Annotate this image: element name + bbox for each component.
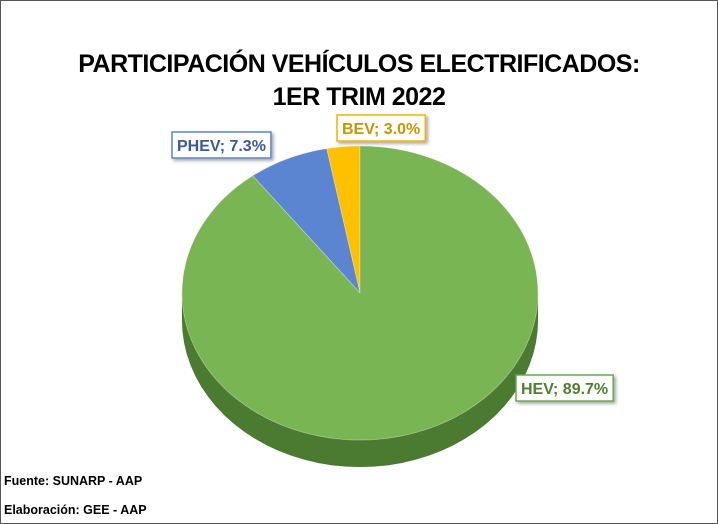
author-note: Elaboración: GEE - AAP bbox=[4, 503, 147, 517]
pie-slice-bev bbox=[326, 145, 361, 294]
chart-title-line-2: 1ER TRIM 2022 bbox=[272, 83, 446, 111]
pie-slices bbox=[181, 145, 539, 441]
data-label-box-bev bbox=[336, 114, 427, 142]
chart-title: PARTICIPACIÓN VEHÍCULOS ELECTRIFICADOS: … bbox=[0, 48, 718, 114]
data-label-text-hev: HEV; 89.7% bbox=[521, 381, 608, 398]
data-label-box-phev bbox=[171, 131, 272, 159]
data-label-text-phev: PHEV; 7.3% bbox=[177, 138, 266, 155]
data-label-phev: PHEV; 7.3% bbox=[171, 131, 272, 159]
data-label-bev: BEV; 3.0% bbox=[336, 114, 427, 142]
pie-slice-hev bbox=[181, 145, 539, 441]
chart-title-line-1: PARTICIPACIÓN VEHÍCULOS ELECTRIFICADOS: bbox=[78, 50, 640, 78]
source-note: Fuente: SUNARP - AAP bbox=[4, 474, 143, 488]
data-label-box-hev bbox=[515, 374, 614, 402]
data-label-hev: HEV; 89.7% bbox=[515, 374, 614, 402]
data-label-text-bev: BEV; 3.0% bbox=[342, 121, 420, 138]
pie-slice-phev bbox=[252, 148, 361, 295]
pie-data-labels: HEV; 89.7% PHEV; 7.3% BEV; 3.0% bbox=[171, 114, 614, 402]
